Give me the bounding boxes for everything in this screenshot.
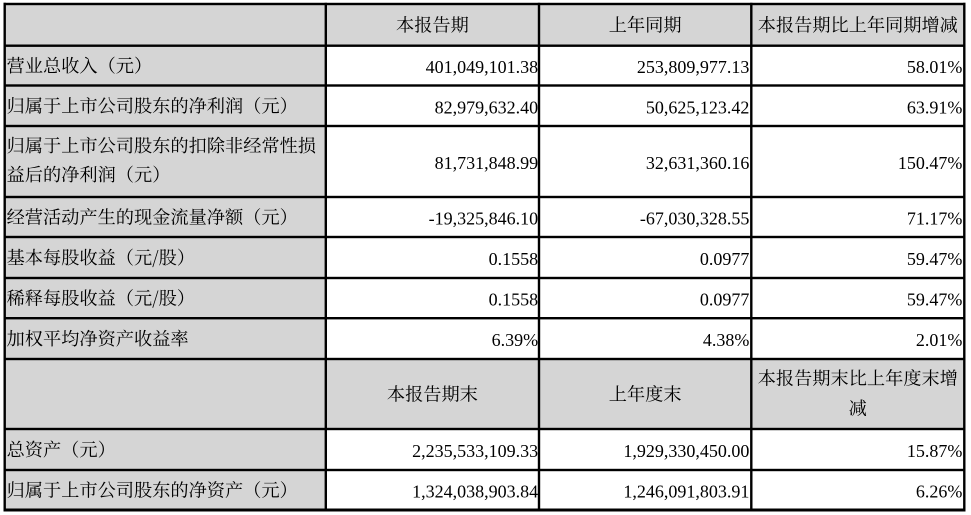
svg-text:32,631,360.16: 32,631,360.16 bbox=[646, 153, 750, 173]
svg-text:1,324,038,903.84: 1,324,038,903.84 bbox=[412, 482, 538, 502]
svg-text:59.47%: 59.47% bbox=[907, 290, 963, 310]
svg-text:2,235,533,109.33: 2,235,533,109.33 bbox=[412, 441, 538, 461]
svg-text:253,809,977.13: 253,809,977.13 bbox=[637, 57, 750, 77]
svg-text:58.01%: 58.01% bbox=[907, 57, 963, 77]
svg-text:0.1558: 0.1558 bbox=[489, 290, 539, 310]
svg-text:0.0977: 0.0977 bbox=[700, 290, 750, 310]
svg-text:401,049,101.38: 401,049,101.38 bbox=[426, 57, 539, 77]
svg-text:50,625,123.42: 50,625,123.42 bbox=[646, 97, 750, 117]
svg-text:1,246,091,803.91: 1,246,091,803.91 bbox=[623, 482, 749, 502]
svg-text:2.01%: 2.01% bbox=[916, 330, 963, 350]
svg-text:0.1558: 0.1558 bbox=[489, 249, 539, 269]
svg-text:82,979,632.40: 82,979,632.40 bbox=[435, 97, 539, 117]
svg-text:6.39%: 6.39% bbox=[492, 330, 539, 350]
svg-text:71.17%: 71.17% bbox=[907, 209, 963, 229]
svg-text:-19,325,846.10: -19,325,846.10 bbox=[429, 209, 539, 229]
svg-text:6.26%: 6.26% bbox=[916, 482, 963, 502]
svg-text:1,929,330,450.00: 1,929,330,450.00 bbox=[623, 441, 749, 461]
svg-text:150.47%: 150.47% bbox=[898, 153, 963, 173]
svg-text:0.0977: 0.0977 bbox=[700, 249, 750, 269]
svg-text:15.87%: 15.87% bbox=[907, 441, 963, 461]
svg-text:-67,030,328.55: -67,030,328.55 bbox=[640, 209, 750, 229]
svg-text:59.47%: 59.47% bbox=[907, 249, 963, 269]
svg-text:81,731,848.99: 81,731,848.99 bbox=[435, 153, 539, 173]
svg-text:4.38%: 4.38% bbox=[703, 330, 750, 350]
svg-text:63.91%: 63.91% bbox=[907, 97, 963, 117]
